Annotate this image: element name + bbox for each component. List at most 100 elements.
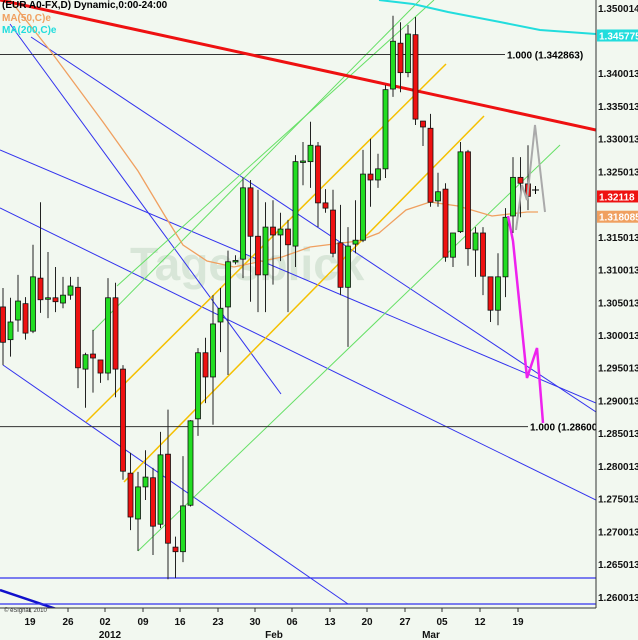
date-tick-label: 05 bbox=[436, 617, 448, 628]
candle-body-down bbox=[75, 286, 81, 369]
candle bbox=[502, 208, 509, 298]
blue-trendline-1 bbox=[9, 23, 282, 395]
candle bbox=[135, 471, 141, 552]
date-tick-label: 12 bbox=[474, 617, 486, 628]
candle bbox=[225, 250, 231, 375]
green-channel-line-3 bbox=[137, 144, 561, 552]
fib-level-label-2: 1.000 (1.28600 bbox=[530, 423, 598, 434]
candle bbox=[172, 536, 179, 578]
candle-body-up bbox=[360, 173, 366, 241]
candle-body-up bbox=[225, 261, 231, 308]
candle bbox=[82, 352, 89, 408]
candle-body-down bbox=[487, 276, 494, 311]
candle-body-up bbox=[375, 168, 381, 181]
red-resistance-trendline bbox=[0, 0, 596, 132]
candle-body-up bbox=[472, 232, 479, 251]
price-tick-label: 1.340013 bbox=[598, 69, 638, 80]
candle bbox=[465, 149, 471, 266]
blue-trendline-5 bbox=[2, 364, 349, 605]
price-tick-label: 1.270013 bbox=[598, 527, 638, 538]
candle bbox=[15, 274, 21, 332]
price-tick-label: 1.330013 bbox=[598, 135, 638, 146]
date-tick-label: 19 bbox=[24, 617, 36, 628]
candle-body-up bbox=[180, 505, 186, 553]
candle-body-down bbox=[367, 173, 374, 181]
date-tick-label: 20 bbox=[361, 617, 373, 628]
date-tick-label: 26 bbox=[62, 617, 74, 628]
candle-body-down bbox=[270, 226, 276, 236]
copyright-text: © eSignal, 2010 bbox=[4, 607, 47, 614]
candle-body-up bbox=[292, 161, 299, 247]
price-tick-label: 1.325013 bbox=[598, 167, 638, 178]
candle bbox=[345, 227, 351, 347]
legend-ma50: MA(50,C)e bbox=[2, 13, 51, 24]
forecast-alt-path bbox=[515, 124, 546, 231]
candle-body-up bbox=[502, 216, 509, 278]
chart-title: (EUR A0-FX,D) Dynamic,0:00-24:00 bbox=[2, 0, 168, 11]
candle bbox=[322, 189, 329, 213]
candle bbox=[292, 155, 299, 268]
candle-body-down bbox=[150, 477, 156, 527]
candle bbox=[375, 153, 381, 188]
candle bbox=[157, 431, 164, 529]
price-tick-label: 1.265013 bbox=[598, 560, 638, 571]
candle-body-up bbox=[435, 191, 441, 202]
candle bbox=[150, 467, 156, 555]
candle bbox=[285, 219, 291, 313]
candle bbox=[180, 456, 186, 563]
price-marker-box bbox=[597, 210, 638, 223]
candle-body-up bbox=[240, 187, 246, 260]
candle-body-up bbox=[67, 285, 74, 296]
candle-body-down bbox=[330, 209, 336, 254]
month-label: 2012 bbox=[99, 630, 122, 640]
yellow-channel-line-2 bbox=[123, 115, 485, 483]
date-tick-label: 30 bbox=[249, 617, 261, 628]
candle-body-up bbox=[300, 160, 306, 163]
price-marker-box bbox=[597, 190, 638, 203]
candle bbox=[495, 253, 501, 326]
candle-body-down bbox=[22, 303, 29, 334]
candle-body-up bbox=[217, 307, 224, 323]
price-tick-label: 1.305013 bbox=[598, 298, 638, 309]
candle bbox=[187, 420, 194, 507]
candle-body-up bbox=[60, 294, 66, 304]
candle-body-down bbox=[397, 42, 404, 74]
candle bbox=[127, 452, 134, 531]
price-tick-label: 1.295013 bbox=[598, 364, 638, 375]
candle bbox=[517, 157, 524, 218]
candle bbox=[270, 200, 276, 285]
candle bbox=[420, 120, 426, 146]
candle bbox=[360, 149, 366, 243]
candle bbox=[112, 282, 119, 398]
candle bbox=[75, 276, 81, 389]
candle bbox=[390, 15, 396, 97]
forecast-down-path bbox=[506, 215, 545, 424]
candle bbox=[247, 179, 254, 302]
candle bbox=[487, 276, 494, 322]
candle-body-down bbox=[172, 546, 179, 553]
candle bbox=[90, 329, 96, 393]
candle-body-up bbox=[495, 276, 501, 311]
date-tick-label: 09 bbox=[137, 617, 149, 628]
candle bbox=[45, 251, 51, 319]
price-tick-label: 1.260013 bbox=[598, 593, 638, 604]
blue-trendline-4 bbox=[30, 36, 596, 413]
candle-body-down bbox=[37, 277, 44, 301]
candle-body-down bbox=[247, 187, 254, 237]
date-tick-label: 16 bbox=[174, 617, 186, 628]
candle bbox=[382, 85, 389, 179]
candle bbox=[262, 202, 269, 313]
candle bbox=[195, 348, 201, 436]
candle-body-down bbox=[315, 145, 321, 204]
blue-trendline-bold bbox=[0, 588, 58, 608]
candle-body-down bbox=[427, 127, 434, 203]
candle-body-up bbox=[187, 420, 194, 506]
candle bbox=[30, 244, 36, 334]
candle-body-down bbox=[420, 120, 426, 128]
candle-body-up bbox=[345, 245, 351, 288]
candle-body-up bbox=[352, 239, 359, 245]
candle-body-up bbox=[82, 354, 89, 370]
candle-body-down bbox=[0, 306, 6, 343]
candle bbox=[307, 121, 314, 188]
